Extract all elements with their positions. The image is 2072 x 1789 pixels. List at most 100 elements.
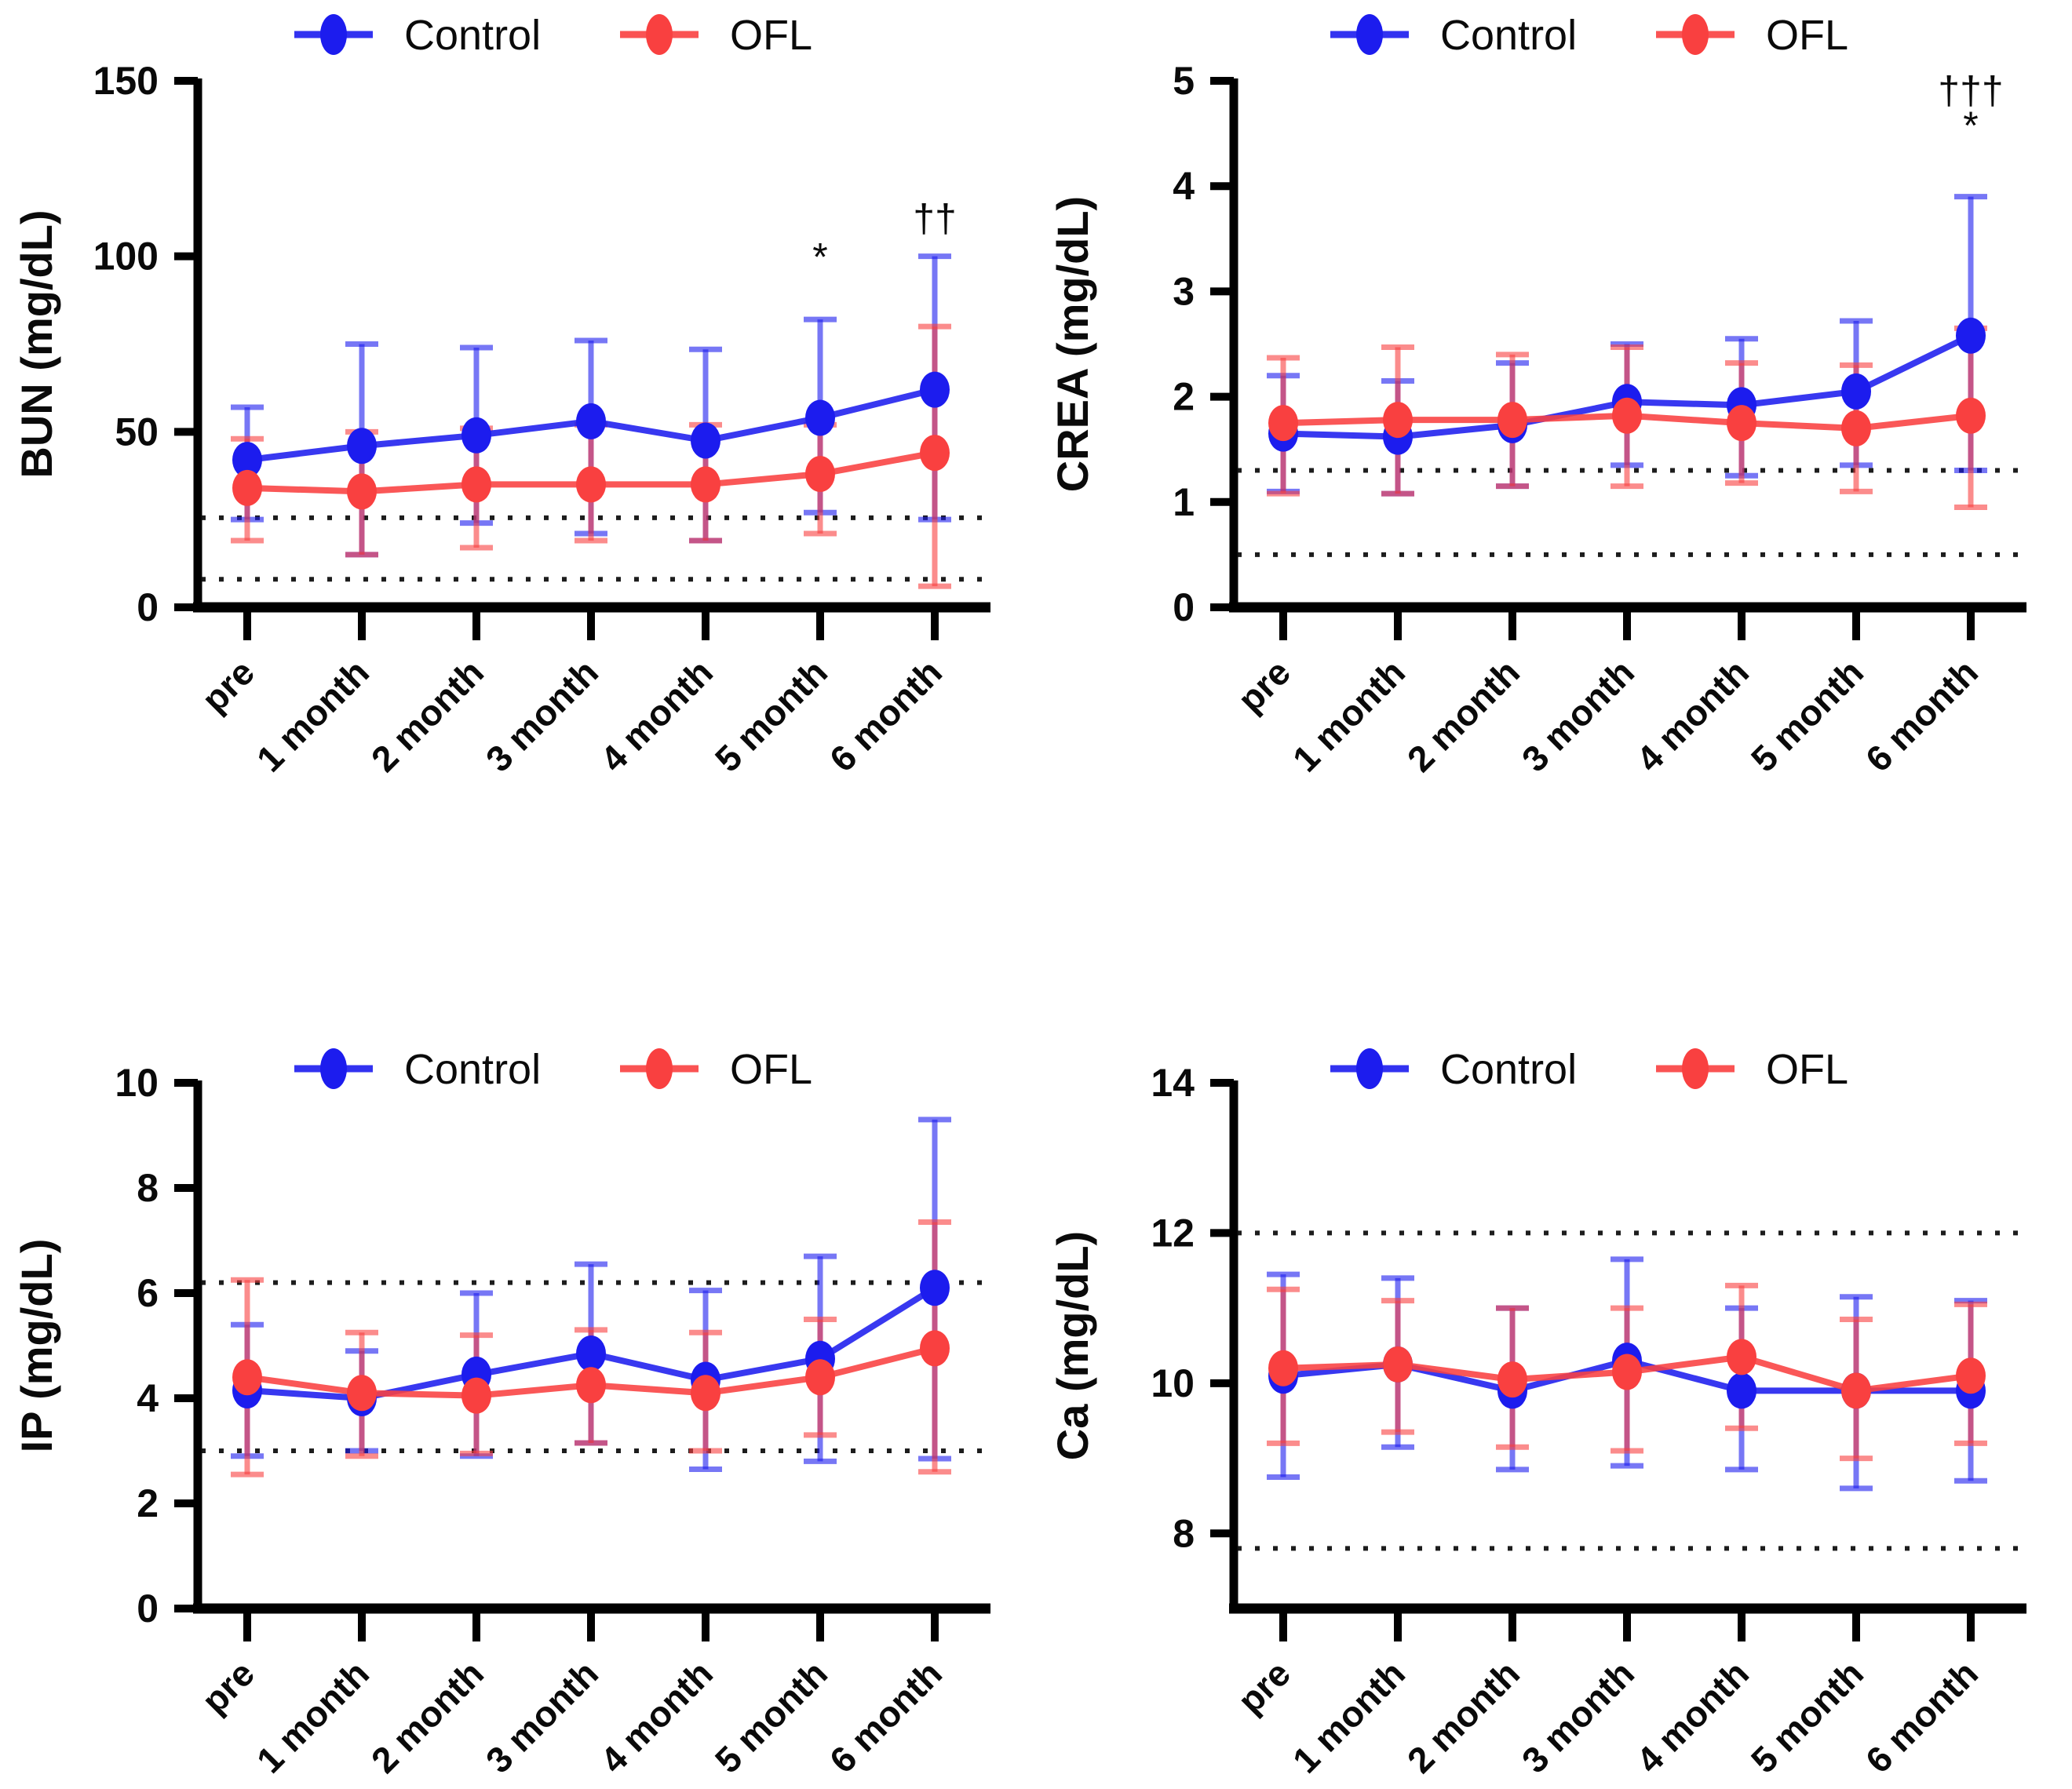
panel-crea: 0 1 2 3 4 5 pre 1 month 2 month 3 month 4 month 5 m… (1036, 0, 2072, 895)
y-tick-label: 0 (137, 585, 159, 629)
significance-annotation: ††† (1938, 69, 2003, 113)
significance-annotation: * (812, 235, 827, 279)
data-point-marker (691, 422, 720, 459)
x-tick-label: 2 month (1399, 651, 1527, 779)
x-tick-label: 4 month (1629, 1652, 1756, 1780)
x-tick-label: 4 month (1629, 651, 1756, 779)
legend-item-control: Control (1330, 12, 1577, 59)
x-tick-label: 3 month (1514, 651, 1642, 779)
data-point-marker (1727, 405, 1756, 442)
data-point-marker (1268, 1350, 1298, 1386)
legend: Control OFL (294, 1046, 812, 1093)
data-point-marker (1612, 1354, 1642, 1390)
data-point-marker (576, 1367, 606, 1404)
data-point-marker (1956, 317, 1986, 354)
legend-marker-dot (1682, 1048, 1709, 1089)
y-tick-label: 12 (1151, 1211, 1195, 1255)
data-point-marker (461, 417, 491, 454)
y-tick-label: 14 (1151, 1061, 1195, 1105)
significance-annotation: †† (913, 196, 957, 240)
data-point-marker (1841, 373, 1871, 410)
legend-marker-dot (1356, 1048, 1383, 1089)
series-markers-ofl (1268, 397, 1986, 446)
legend-marker-dot (1682, 14, 1709, 55)
data-point-marker (347, 473, 377, 510)
x-tick-label: 5 month (1743, 1652, 1871, 1780)
data-point-marker (347, 428, 377, 465)
legend-item-ofl: OFL (620, 12, 812, 59)
data-point-marker (576, 466, 606, 503)
data-point-marker (232, 1359, 262, 1396)
data-point-marker (576, 1335, 606, 1372)
legend-label-ofl: OFL (1766, 1046, 1848, 1093)
x-tick-label: 6 month (1858, 651, 1986, 779)
data-point-marker (1497, 402, 1527, 439)
panel-bun: 0 50 100 150 pre 1 month 2 month 3 month 4 month… (0, 0, 1036, 895)
legend-label-ofl: OFL (730, 12, 812, 59)
x-tick-label: pre (194, 651, 262, 720)
data-point-marker (1956, 397, 1986, 434)
legend-marker-dot (320, 1048, 347, 1089)
y-tick-label: 3 (1173, 269, 1195, 313)
y-tick-label: 10 (115, 1061, 159, 1105)
data-point-marker (1956, 1357, 1986, 1394)
x-tick-label: pre (1230, 1652, 1298, 1721)
data-point-marker (920, 1270, 950, 1306)
legend-label-ofl: OFL (730, 1046, 812, 1093)
legend: Control OFL (1330, 1046, 1848, 1093)
legend: Control OFL (294, 12, 812, 59)
data-point-marker (461, 1377, 491, 1414)
y-tick-label: 0 (1173, 585, 1195, 629)
legend-item-ofl: OFL (620, 1046, 812, 1093)
data-point-marker (1383, 402, 1413, 439)
x-tick-label: 6 month (1858, 1652, 1986, 1780)
x-tick-label: 5 month (707, 1652, 835, 1780)
data-point-marker (461, 466, 491, 503)
data-point-marker (1841, 410, 1871, 446)
y-tick-label: 1 (1173, 480, 1195, 524)
data-point-marker (1841, 1372, 1871, 1409)
significance-annotation: * (1963, 104, 1978, 148)
series-markers-ofl (232, 1330, 950, 1414)
legend-label-control: Control (1440, 12, 1577, 59)
x-tick-label: pre (194, 1652, 262, 1721)
x-tick-label: 6 month (822, 651, 950, 779)
data-point-marker (347, 1375, 377, 1412)
x-tick-label: 3 month (478, 1652, 606, 1780)
legend-marker-dot (646, 1048, 673, 1089)
data-point-marker (1727, 1339, 1756, 1375)
data-point-marker (920, 371, 950, 408)
y-tick-label: 8 (1173, 1511, 1195, 1555)
x-tick-label: 4 month (593, 1652, 720, 1780)
y-tick-label: 100 (93, 235, 159, 279)
x-tick-label: 2 month (1399, 1652, 1527, 1780)
legend-item-control: Control (294, 12, 541, 59)
y-tick-label: 2 (137, 1481, 159, 1525)
y-axis-title: Ca (mg/dL) (1048, 1231, 1097, 1460)
x-tick-label: 1 month (249, 1652, 377, 1780)
data-point-marker (232, 469, 262, 506)
y-tick-label: 2 (1173, 375, 1195, 419)
panel-ca: 8 10 12 14 pre 1 month 2 month 3 month 4 month 5 … (1036, 895, 2072, 1789)
x-tick-label: 3 month (1514, 1652, 1642, 1780)
y-axis-title: BUN (mg/dL) (12, 210, 61, 478)
y-tick-label: 5 (1173, 59, 1195, 103)
legend-marker-dot (320, 14, 347, 55)
y-tick-label: 150 (93, 59, 159, 103)
x-tick-label: 1 month (1285, 1652, 1413, 1780)
data-point-marker (1383, 1346, 1413, 1383)
y-tick-label: 4 (137, 1376, 159, 1420)
data-point-marker (805, 456, 835, 493)
x-tick-label: 2 month (363, 1652, 491, 1780)
y-axis-title: IP (mg/dL) (12, 1239, 61, 1453)
x-tick-label: 1 month (1285, 651, 1413, 779)
legend-label-control: Control (404, 12, 541, 59)
series-markers-control (232, 371, 950, 479)
x-tick-label: 3 month (478, 651, 606, 779)
data-point-marker (691, 1375, 720, 1412)
